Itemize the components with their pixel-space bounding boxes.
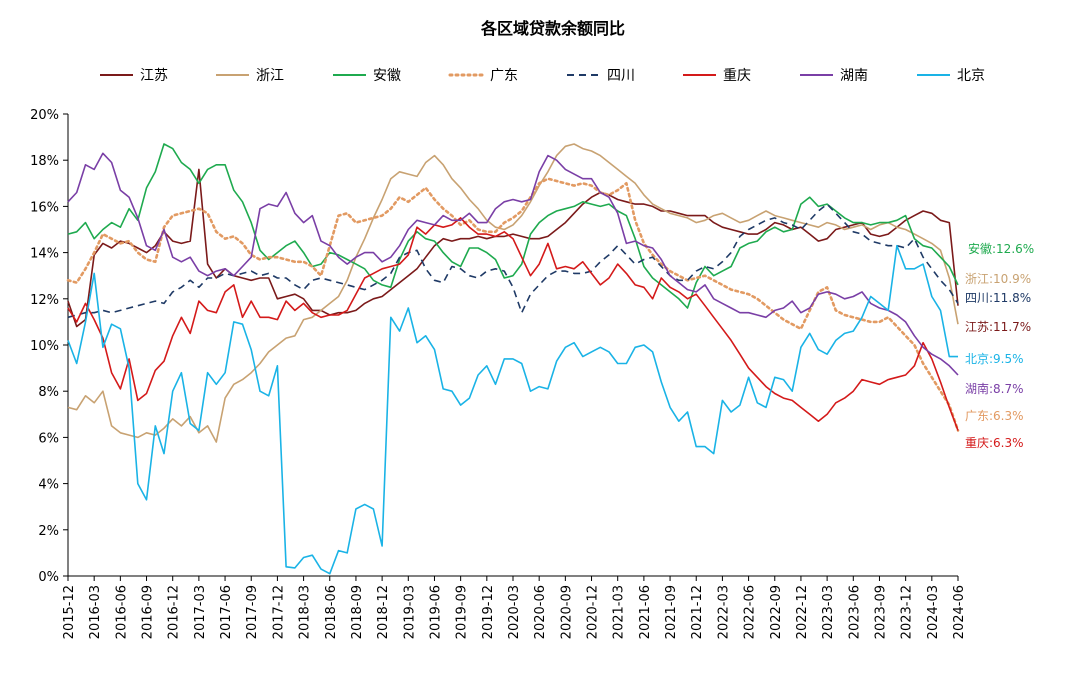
x-tick-label: 2017-09 <box>245 585 260 639</box>
series-line-安徽 <box>67 143 959 309</box>
x-tick-label: 2020-03 <box>507 585 522 639</box>
x-tick-label: 2022-03 <box>716 585 731 639</box>
x-tick-label: 2018-06 <box>324 585 339 639</box>
series-line-四川 <box>67 203 959 319</box>
x-tick-label: 2016-06 <box>114 585 129 639</box>
x-tick-label: 2024-06 <box>952 585 967 639</box>
legend-label: 湖南 <box>840 68 868 84</box>
y-tick-label: 4% <box>38 478 59 493</box>
end-labels: 江苏:11.7% 浙江:10.9% 安徽:12.6% 广东:6.3% 四川:11.8% 重… <box>965 241 1034 450</box>
legend: 江苏 浙江 安徽 广东 四川 重庆 湖南 北京 <box>100 68 985 84</box>
x-tick-label: 2021-09 <box>664 585 679 639</box>
y-tick-label: 2% <box>38 524 59 539</box>
x-tick-label: 2017-06 <box>219 585 234 639</box>
end-label-四川: 四川:11.8% <box>965 291 1031 305</box>
y-tick-label: 16% <box>30 200 59 215</box>
x-tick-label: 2020-09 <box>559 585 574 639</box>
series-line-广东 <box>66 177 960 432</box>
y-tick-label: 8% <box>38 385 59 400</box>
x-axis: 2015-12 2016-03 2016-06 2016-09 2016-12 2017-… <box>62 575 967 639</box>
x-tick-label: 2023-06 <box>847 585 862 639</box>
series-line-湖南 <box>67 152 959 376</box>
x-tick-label: 2016-03 <box>88 585 103 639</box>
legend-label: 江苏 <box>140 68 168 84</box>
legend-label: 四川 <box>607 68 635 84</box>
x-tick-label: 2019-03 <box>402 585 417 639</box>
legend-label: 重庆 <box>723 68 751 84</box>
end-label-江苏: 江苏:11.7% <box>965 320 1031 334</box>
x-tick-label: 2018-09 <box>350 585 365 639</box>
x-tick-label: 2024-03 <box>926 585 941 639</box>
x-tick-label: 2017-12 <box>271 585 286 639</box>
x-tick-label: 2023-09 <box>873 585 888 639</box>
legend-label: 浙江 <box>256 68 284 84</box>
y-tick-label: 14% <box>30 247 59 262</box>
series-line-北京 <box>67 244 958 575</box>
y-axis: 0% 2% 4% 6% 8% 10% 12% 14% 16% 18% 20% <box>30 108 69 585</box>
end-label-安徽: 安徽:12.6% <box>968 241 1034 256</box>
end-label-重庆: 重庆:6.3% <box>965 436 1024 450</box>
series-line-浙江 <box>67 143 959 443</box>
legend-label: 安徽 <box>373 68 401 84</box>
x-tick-label: 2015-12 <box>62 585 77 639</box>
series-line-江苏 <box>67 168 959 328</box>
x-tick-label: 2016-09 <box>141 585 156 639</box>
x-tick-label: 2019-12 <box>481 585 496 639</box>
x-tick-label: 2021-12 <box>690 585 705 639</box>
x-tick-label: 2019-09 <box>455 585 470 639</box>
y-tick-label: 10% <box>30 339 59 354</box>
x-tick-label: 2022-06 <box>743 585 758 639</box>
x-tick-label: 2018-12 <box>376 585 391 639</box>
x-tick-label: 2019-06 <box>428 585 443 639</box>
x-tick-label: 2023-03 <box>821 585 836 639</box>
x-tick-label: 2020-12 <box>586 585 601 639</box>
end-label-湖南: 湖南:8.7% <box>965 381 1024 396</box>
end-label-北京: 北京:9.5% <box>965 352 1024 366</box>
y-tick-label: 20% <box>30 108 59 123</box>
legend-label: 广东 <box>490 68 518 84</box>
legend-label: 北京 <box>957 68 985 84</box>
x-tick-label: 2018-03 <box>298 585 313 639</box>
x-tick-label: 2022-09 <box>769 585 784 639</box>
x-tick-label: 2016-12 <box>167 585 182 639</box>
series-line-重庆 <box>67 217 959 431</box>
y-tick-label: 12% <box>30 293 59 308</box>
x-tick-label: 2021-03 <box>612 585 627 639</box>
y-tick-label: 18% <box>30 154 59 169</box>
x-tick-label: 2021-06 <box>638 585 653 639</box>
y-tick-label: 6% <box>38 431 59 446</box>
end-label-浙江: 浙江:10.9% <box>965 272 1031 286</box>
y-tick-label: 0% <box>38 570 59 585</box>
series-lines <box>66 143 960 575</box>
end-label-广东: 广东:6.3% <box>965 409 1024 423</box>
x-tick-label: 2022-12 <box>795 585 810 639</box>
x-tick-label: 2023-12 <box>900 585 915 639</box>
chart-title: 各区域贷款余额同比 <box>480 19 625 38</box>
x-tick-label: 2017-03 <box>193 585 208 639</box>
x-tick-label: 2020-06 <box>533 585 548 639</box>
